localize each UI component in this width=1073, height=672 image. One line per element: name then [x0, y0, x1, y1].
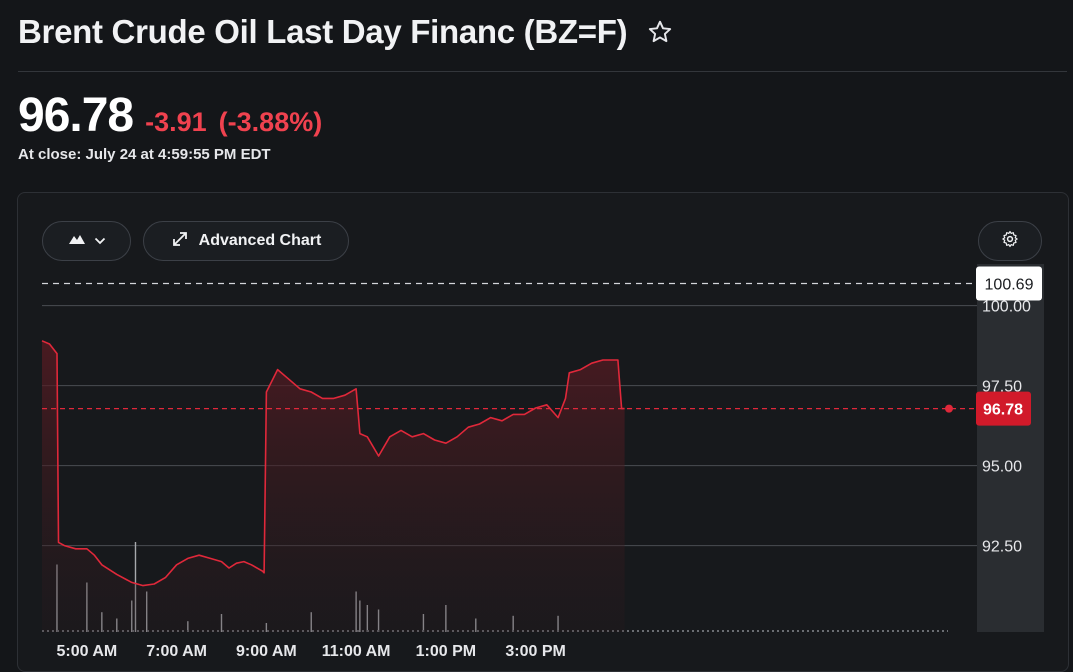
page-title: Brent Crude Oil Last Day Financ (BZ=F): [18, 13, 628, 50]
price-change-percent: (-3.88%): [218, 107, 323, 137]
previous-close-label: 100.69: [985, 277, 1034, 294]
x-tick-label: 3:00 PM: [505, 643, 565, 660]
last-price-dot: [945, 404, 953, 413]
advanced-chart-label: Advanced Chart: [198, 232, 322, 249]
close-time: At close: July 24 at 4:59:55 PM EDT: [18, 146, 271, 163]
previous-close-tag: [976, 266, 1042, 301]
price-area: [42, 340, 625, 632]
y-tick-label: 92.50: [982, 539, 1022, 556]
price-change: -3.91: [145, 107, 207, 137]
chart-settings-button[interactable]: [978, 221, 1042, 261]
y-tick-label: 95.00: [982, 459, 1022, 476]
x-tick-label: 9:00 AM: [236, 643, 297, 660]
header-divider: [18, 71, 1067, 72]
chevron-down-icon: [94, 232, 106, 250]
title-row: Brent Crude Oil Last Day Financ (BZ=F): [18, 10, 673, 54]
advanced-chart-button[interactable]: Advanced Chart: [143, 221, 349, 261]
gear-icon: [1001, 230, 1019, 253]
price-line: [41, 340, 625, 587]
chart-type-button[interactable]: [42, 221, 131, 261]
y-tick-label: 100.00: [982, 299, 1031, 316]
star-icon[interactable]: [647, 19, 673, 45]
current-price-label: 96.78: [983, 402, 1023, 419]
price-row: 96.78 -3.91 (-3.88%): [18, 88, 322, 143]
current-price: 96.78: [18, 89, 134, 142]
x-tick-label: 7:00 AM: [146, 643, 207, 660]
x-tick-label: 1:00 PM: [416, 643, 476, 660]
x-tick-label: 11:00 AM: [322, 643, 391, 660]
y-axis-band: [977, 264, 1044, 632]
current-price-tag: [976, 391, 1031, 426]
expand-icon: [171, 230, 189, 253]
x-tick-label: 5:00 AM: [56, 643, 117, 660]
mountain-icon: [68, 232, 86, 250]
y-tick-label: 97.50: [982, 379, 1022, 396]
